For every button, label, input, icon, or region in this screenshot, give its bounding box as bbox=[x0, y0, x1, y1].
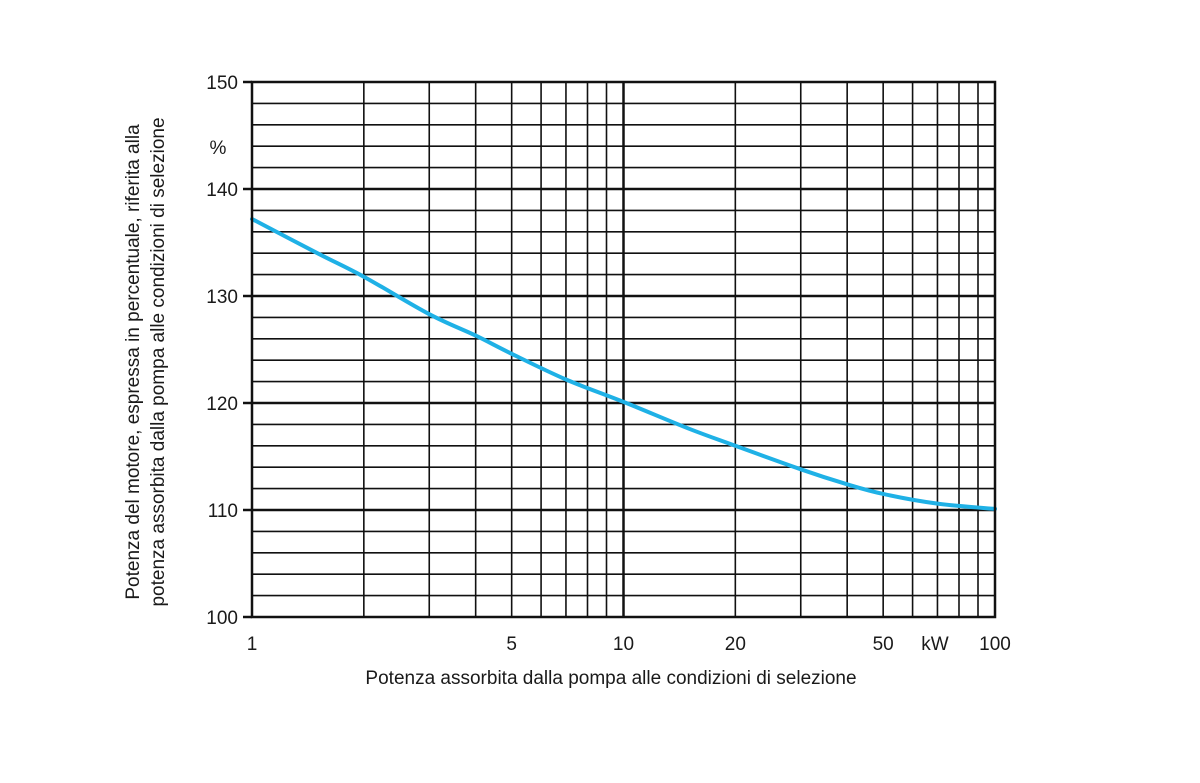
x-axis-label: Potenza assorbita dalla pompa alle condi… bbox=[365, 668, 856, 689]
x-tick-label: 20 bbox=[725, 634, 746, 655]
series-line bbox=[250, 217, 997, 511]
x-tick-labels: 1 5 10 20 50 100 bbox=[247, 634, 1011, 655]
x-tick-label: 50 bbox=[873, 634, 894, 655]
y-axis-label-line2: potenza assorbita dalla pompa alle condi… bbox=[148, 117, 169, 606]
x-tick-label: 10 bbox=[613, 634, 634, 655]
y-tick-labels: 100 110 120 130 140 150 bbox=[206, 73, 252, 629]
y-tick-label: 150 bbox=[206, 73, 238, 94]
y-tick-label: 120 bbox=[206, 394, 238, 415]
x-tick-label: 5 bbox=[506, 634, 517, 655]
x-tick-label: 1 bbox=[247, 634, 258, 655]
chart-grid bbox=[252, 82, 995, 617]
x-tick-label: 100 bbox=[979, 634, 1011, 655]
y-tick-label: 100 bbox=[206, 608, 238, 629]
series-layer bbox=[250, 217, 997, 511]
plot-frame bbox=[250, 80, 997, 619]
x-unit-label: kW bbox=[921, 634, 949, 655]
y-tick-label: 110 bbox=[208, 501, 238, 522]
y-tick-label: 130 bbox=[206, 287, 238, 308]
y-axis-label-line1: Potenza del motore, espressa in percentu… bbox=[123, 124, 144, 600]
y-tick-label: 140 bbox=[206, 180, 238, 201]
y-unit-label: % bbox=[210, 138, 227, 159]
